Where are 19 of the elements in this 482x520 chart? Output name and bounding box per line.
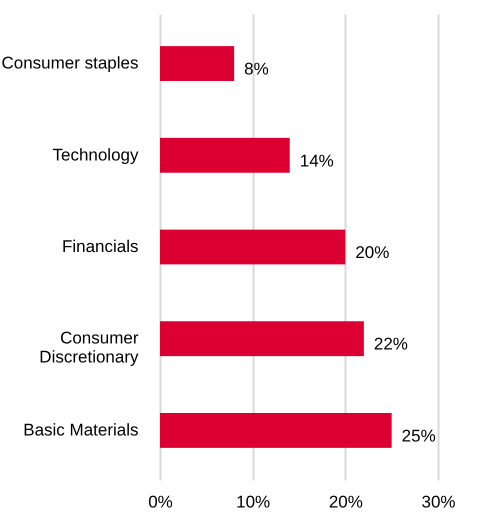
bar <box>160 413 392 448</box>
y-tick-label: Consumer staples <box>1 54 138 73</box>
data-label: 22% <box>374 334 408 354</box>
bar <box>160 138 290 173</box>
x-tick-label: 0% <box>148 492 173 512</box>
bar <box>160 321 364 356</box>
y-tick-label: Basic Materials <box>23 420 138 440</box>
x-tick-label: 20% <box>328 492 363 512</box>
data-label: 14% <box>300 151 334 170</box>
bar <box>160 230 346 264</box>
y-tick-label: Financials <box>62 237 138 256</box>
y-tick-label: Consumer Discretionary <box>39 328 139 367</box>
data-label: 25% <box>402 426 436 446</box>
data-label: 20% <box>355 243 390 262</box>
x-tick-label: 30% <box>421 492 456 512</box>
y-tick-label: Technology <box>52 145 139 164</box>
data-label: 8% <box>244 60 269 79</box>
bar <box>160 46 234 81</box>
x-tick-label: 10% <box>236 492 270 512</box>
